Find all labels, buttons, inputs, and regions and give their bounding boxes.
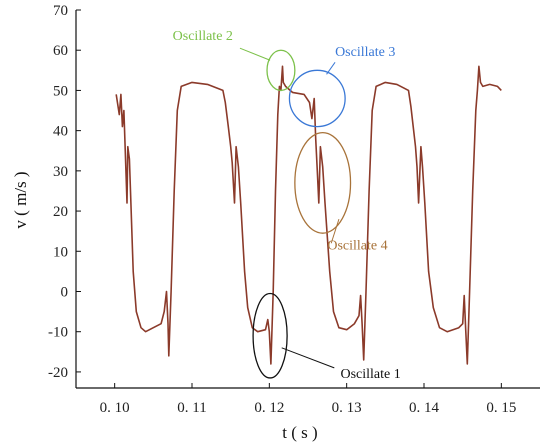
- y-tick-label: 70: [53, 3, 68, 19]
- y-tick-label: -20: [48, 365, 68, 381]
- annotation-label: Oscillate 2: [173, 29, 233, 44]
- annotation-oscillate-3: Oscillate 3: [288, 45, 395, 128]
- y-tick-label: 10: [53, 244, 68, 260]
- annotation-oscillate-4: Oscillate 4: [294, 131, 388, 253]
- x-tick-label: 0. 12: [254, 400, 284, 416]
- velocity-series-line: [115, 65, 502, 365]
- x-tick-label: 0. 13: [332, 400, 362, 416]
- series-group: [115, 65, 502, 365]
- y-tick-label: 30: [53, 164, 68, 180]
- x-axis-title: t ( s ): [282, 423, 317, 442]
- x-tick-label: 0. 11: [177, 400, 206, 416]
- y-ticks: -20 -10 0 10 20 30 40 50 60 70: [48, 3, 81, 381]
- x-tick-label: 0. 10: [100, 400, 130, 416]
- y-tick-label: 0: [61, 284, 69, 300]
- annotations: Oscillate 1 Oscillate 2 Oscillate 3 Oscilla…: [173, 29, 401, 382]
- annotation-circle: [294, 131, 352, 234]
- annotation-leader-line: [330, 218, 340, 244]
- annotation-leader-line: [281, 347, 335, 369]
- annotation-circle: [266, 49, 296, 92]
- annotation-oscillate-2: Oscillate 2: [173, 29, 296, 92]
- y-tick-label: 20: [53, 204, 68, 220]
- annotation-circle: [252, 292, 288, 379]
- x-tick-label: 0. 15: [486, 400, 516, 416]
- annotation-label: Oscillate 4: [327, 238, 387, 253]
- axes: [75, 10, 540, 389]
- annotation-leader-line: [326, 61, 336, 75]
- annotation-oscillate-1: Oscillate 1: [252, 292, 401, 382]
- annotation-label: Oscillate 1: [340, 367, 400, 382]
- x-ticks: 0. 10 0. 11 0. 12 0. 13 0. 14 0. 15: [100, 383, 516, 416]
- y-tick-label: 40: [53, 124, 68, 140]
- y-tick-label: 60: [53, 43, 68, 59]
- y-tick-label: -10: [48, 325, 68, 341]
- y-tick-label: 50: [53, 83, 68, 99]
- x-tick-label: 0. 14: [409, 400, 440, 416]
- annotation-leader-line: [239, 47, 271, 61]
- annotation-circle: [288, 69, 346, 128]
- y-axis-title: v ( m/s ): [11, 171, 30, 228]
- annotation-label: Oscillate 3: [335, 45, 395, 60]
